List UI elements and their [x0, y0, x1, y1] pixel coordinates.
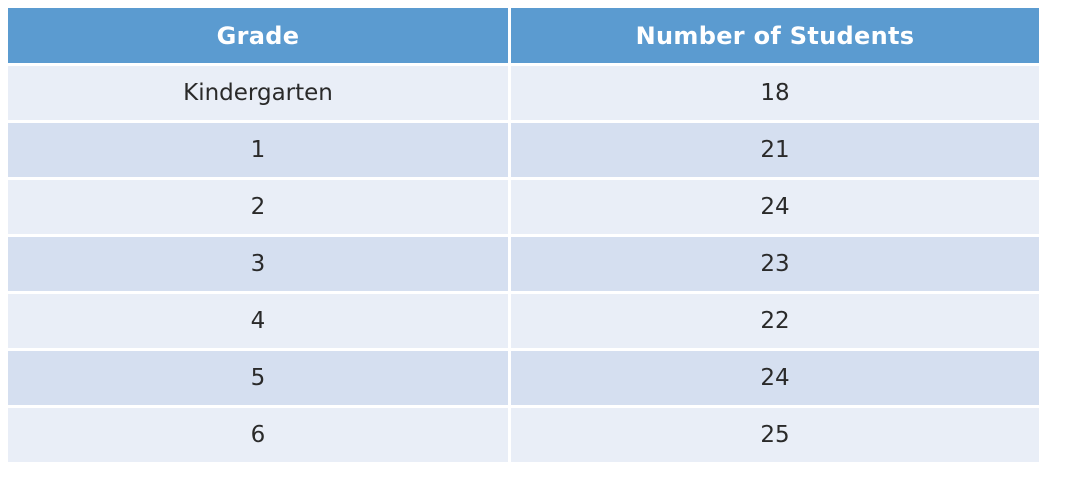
table-row: 1 21	[8, 123, 1039, 177]
table-row: 6 25	[8, 408, 1039, 462]
students-by-grade-table: Grade Number of Students Kindergarten 18…	[5, 5, 1042, 465]
student-count-cell: 21	[511, 123, 1039, 177]
student-count-cell: 22	[511, 294, 1039, 348]
student-count-cell: 24	[511, 351, 1039, 405]
grade-cell: 2	[8, 180, 508, 234]
table-row: 5 24	[8, 351, 1039, 405]
table-row: 3 23	[8, 237, 1039, 291]
header-number-of-students: Number of Students	[511, 8, 1039, 63]
grade-cell: 1	[8, 123, 508, 177]
grade-cell: 6	[8, 408, 508, 462]
table-header-row: Grade Number of Students	[8, 8, 1039, 63]
grade-cell: 5	[8, 351, 508, 405]
table-row: 4 22	[8, 294, 1039, 348]
student-count-cell: 25	[511, 408, 1039, 462]
grade-cell: 3	[8, 237, 508, 291]
student-count-cell: 18	[511, 66, 1039, 120]
header-grade: Grade	[8, 8, 508, 63]
student-count-cell: 24	[511, 180, 1039, 234]
students-table-container: Grade Number of Students Kindergarten 18…	[8, 8, 1039, 462]
student-count-cell: 23	[511, 237, 1039, 291]
grade-cell: 4	[8, 294, 508, 348]
table-row: Kindergarten 18	[8, 66, 1039, 120]
table-row: 2 24	[8, 180, 1039, 234]
grade-cell: Kindergarten	[8, 66, 508, 120]
